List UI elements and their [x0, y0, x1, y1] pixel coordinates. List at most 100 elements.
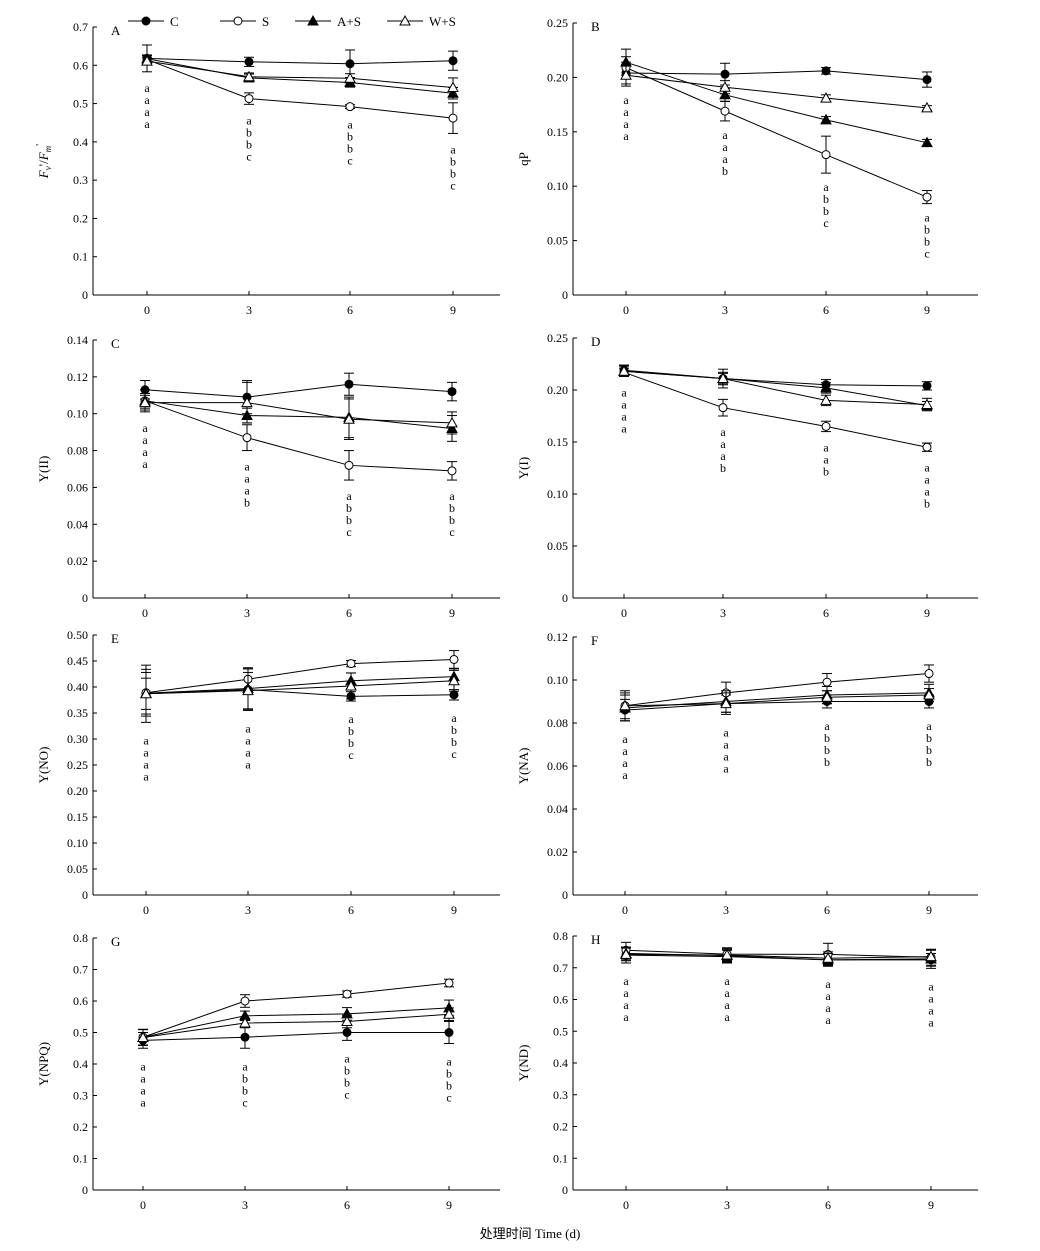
y-tick-label: 0.25	[547, 16, 568, 30]
y-tick-label: 0.5	[553, 1024, 568, 1038]
data-point	[444, 1028, 454, 1037]
significance-letter: a	[245, 733, 251, 747]
significance-letter: a	[140, 1083, 146, 1097]
y-tick-label: 0.1	[553, 1151, 568, 1165]
data-point	[718, 403, 728, 413]
legend: C S A+S W+S	[128, 14, 456, 29]
series-line	[625, 949, 932, 958]
y-tick-label: 0.25	[547, 331, 568, 345]
data-point	[444, 978, 454, 988]
significance-letter: c	[246, 149, 251, 163]
significance-letter: a	[928, 1015, 934, 1029]
series-s	[621, 56, 932, 205]
y-tick-label: 0.10	[67, 836, 88, 850]
significance-letter: a	[242, 1059, 248, 1073]
data-point	[448, 113, 458, 123]
significance-letter: b	[451, 723, 457, 737]
y-tick-label: 0.4	[553, 1056, 568, 1070]
y-tick-label: 0.6	[73, 58, 88, 72]
x-tick-label: 9	[924, 303, 930, 317]
data-point	[921, 136, 933, 148]
series-line	[142, 982, 450, 1038]
x-tick-label: 0	[623, 303, 629, 317]
data-point	[241, 396, 253, 408]
significance-letter: a	[623, 93, 629, 107]
series-line	[144, 400, 453, 472]
significance-letter: c	[446, 1091, 451, 1105]
significance-letter: b	[446, 1067, 452, 1081]
significance-letter: a	[724, 974, 730, 988]
data-point	[137, 1031, 149, 1043]
significance-letter: a	[621, 409, 627, 423]
data-point	[244, 94, 254, 104]
series-c	[621, 61, 932, 88]
series-c	[141, 664, 459, 723]
y-tick-label: 0.08	[547, 716, 568, 730]
x-tick-label: 0	[144, 303, 150, 317]
y-tick-label: 0.4	[73, 135, 88, 149]
significance-letter: b	[449, 501, 455, 515]
y-tick-label: 0.20	[547, 70, 568, 84]
y-tick-label: 0.04	[547, 802, 568, 816]
significance-letter: a	[142, 421, 148, 435]
significance-letter: b	[926, 731, 932, 745]
x-tick-label: 0	[140, 1198, 146, 1212]
y-axis-title: qP	[516, 152, 531, 166]
x-tick-label: 6	[823, 606, 829, 620]
x-tick-label: 9	[928, 1198, 934, 1212]
series-apluss	[139, 392, 458, 442]
data-point	[820, 381, 832, 393]
data-point	[242, 433, 252, 443]
y-axis-title-part: v	[43, 166, 53, 170]
x-tick-label: 0	[621, 606, 627, 620]
significance-letter: a	[621, 397, 627, 411]
series-wpluss	[140, 669, 460, 710]
x-tick-label: 9	[926, 903, 932, 917]
y-tick-label: 0.2	[73, 211, 88, 225]
y-tick-label: 0.7	[73, 20, 88, 34]
series-line	[624, 701, 929, 711]
significance-letter: c	[451, 747, 456, 761]
significance-letter: b	[347, 130, 353, 144]
panel-label: C	[111, 336, 120, 351]
data-point	[344, 72, 356, 83]
y-tick-label: 0	[562, 288, 568, 302]
y-axis-title-part: F	[36, 169, 51, 179]
data-point	[922, 75, 932, 85]
significance-letter: a	[723, 737, 729, 751]
x-tick-label: 3	[723, 903, 729, 917]
series-line	[624, 694, 930, 707]
y-tick-label: 0.3	[73, 1089, 88, 1103]
x-tick-label: 9	[924, 606, 930, 620]
x-tick-label: 3	[722, 303, 728, 317]
data-point	[619, 699, 631, 711]
data-point	[447, 387, 457, 397]
significance-letter: a	[623, 1010, 629, 1024]
y-axis-title: Y(NA)	[516, 748, 531, 785]
x-tick-label: 6	[823, 303, 829, 317]
legend-marker	[233, 16, 243, 26]
y-tick-label: 0.3	[553, 1088, 568, 1102]
legend-label: C	[170, 14, 179, 29]
significance-letter: c	[344, 1087, 349, 1101]
significance-letter: a	[924, 484, 930, 498]
series-line	[144, 400, 453, 429]
y-tick-label: 0.06	[547, 759, 568, 773]
data-point	[343, 413, 355, 424]
significance-letter: a	[142, 433, 148, 447]
data-point	[141, 55, 153, 66]
series-line	[145, 658, 455, 694]
significance-letter: b	[346, 513, 352, 527]
significance-letter: a	[825, 1001, 831, 1015]
significance-letter: c	[450, 178, 455, 192]
x-axis-title: 处理时间 Time (d)	[480, 1226, 581, 1241]
x-tick-label: 6	[824, 903, 830, 917]
panel-label: B	[591, 19, 600, 34]
legend-marker	[307, 14, 319, 26]
data-point	[720, 697, 732, 709]
significance-letter: c	[348, 748, 353, 762]
significance-letter: a	[723, 725, 729, 739]
significance-letter: a	[926, 719, 932, 733]
y-tick-label: 0.12	[547, 630, 568, 644]
significance-letter: b	[926, 755, 932, 769]
